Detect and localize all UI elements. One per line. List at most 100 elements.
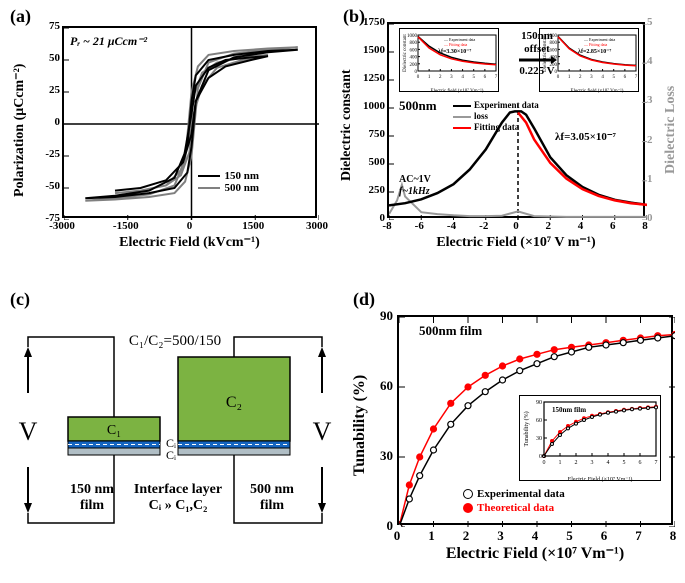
panel-d-chartbox: 500nm film 012345670306090150nm filmTuna…	[397, 315, 673, 525]
panel-b-xlabel: Electric Field (×10⁷ V m⁻¹)	[387, 234, 645, 251]
legend-item: loss	[453, 111, 539, 122]
panel-a-chartbox: Pᵣ ~ 21 μCcm⁻² 150 nm 500 nm	[62, 26, 317, 218]
legend-item: Experiment data	[453, 100, 539, 111]
panel-a-label: (a)	[10, 6, 31, 27]
svg-text:2: 2	[575, 460, 578, 466]
legend-text: Fitting data	[474, 122, 519, 132]
legend-item: 150 nm	[198, 170, 259, 182]
panel-d: (d) Tunability (%) 500nm film 0123456703…	[345, 285, 685, 580]
panel-d-inset: 012345670306090150nm filmTunability (%)E…	[519, 395, 661, 481]
svg-text:Dielectric constant: Dielectric constant	[403, 34, 408, 72]
svg-text:Cᵢ » C₁,C₂: Cᵢ » C₁,C₂	[149, 498, 208, 513]
svg-text:6: 6	[639, 460, 642, 466]
offset-bot: 0.225 V	[517, 65, 557, 77]
panel-c: (c) VVC₁/C₂=500/150C₁C₂CᵢCᵢ150 nmfilm500…	[0, 285, 345, 565]
legend-text: Theoretical data	[477, 502, 554, 514]
svg-text:0: 0	[557, 75, 560, 80]
panel-b-chartbox: 0 1 2 3 4 5 6 7 0 200 400 600 800 1000 λf=3.30×10⁻⁷ Die…	[387, 22, 645, 218]
svg-text:V: V	[19, 417, 38, 446]
svg-text:3: 3	[591, 460, 594, 466]
svg-text:6: 6	[484, 75, 487, 80]
svg-text:200: 200	[410, 63, 418, 68]
svg-text:4: 4	[461, 75, 464, 80]
panel-b: (b) Dielectric constant 0123456702004006…	[335, 0, 685, 260]
svg-text:C₁/C₂=500/150: C₁/C₂=500/150	[129, 333, 221, 349]
svg-text:3: 3	[590, 75, 593, 80]
legend-text: Experiment data	[474, 100, 539, 110]
svg-text:7: 7	[655, 460, 658, 466]
svg-text:— Fitting data: — Fitting data	[583, 42, 608, 47]
panel-b-legend: Experiment data loss Fitting data	[453, 100, 539, 133]
svg-text:Electric Field (×10⁷ Vm⁻¹): Electric Field (×10⁷ Vm⁻¹)	[568, 476, 633, 482]
panel-c-svg: VVC₁/C₂=500/150C₁C₂CᵢCᵢ150 nmfilm500 nmf…	[0, 295, 345, 565]
panel-a-legend: 150 nm 500 nm	[198, 170, 259, 194]
panel-d-label: (d)	[353, 289, 375, 310]
anno-500: 500nm	[399, 98, 437, 114]
inset-d-svg: 012345670306090150nm filmTunability (%)E…	[520, 396, 662, 482]
svg-text:film: film	[80, 498, 104, 513]
legend-item: Theoretical data	[463, 501, 565, 515]
svg-text:1: 1	[428, 75, 431, 80]
svg-text:60: 60	[536, 418, 542, 424]
svg-text:4: 4	[601, 75, 604, 80]
svg-text:Tunability (%): Tunability (%)	[523, 411, 530, 446]
svg-text:0: 0	[539, 454, 542, 460]
panel-b-ylabel-left: Dielectric constant	[339, 30, 355, 220]
panel-a-anno: Pᵣ ~ 21 μCcm⁻²	[70, 34, 147, 49]
svg-text:7: 7	[495, 75, 498, 80]
legend-text: loss	[474, 111, 488, 121]
legend-item: 500 nm	[198, 182, 259, 194]
panel-a-xlabel: Electric Field (kVcm⁻¹)	[62, 234, 317, 251]
anno-ac: AC~1V	[399, 174, 431, 185]
svg-text:Electric field (×10⁷ Vm⁻¹): Electric field (×10⁷ Vm⁻¹)	[571, 88, 624, 93]
svg-text:1: 1	[568, 75, 571, 80]
svg-text:Interface layer: Interface layer	[134, 482, 222, 497]
panel-d-legend: Experimental data Theoretical data	[463, 487, 565, 515]
svg-text:V: V	[313, 417, 332, 446]
svg-text:2: 2	[579, 75, 582, 80]
svg-text:λf=3.30×10⁻⁷: λf=3.30×10⁻⁷	[438, 49, 471, 55]
svg-text:400: 400	[410, 56, 418, 61]
inset-left-svg: 0123456702004006008001000λf=3.30×10⁻⁷Die…	[400, 29, 500, 93]
svg-text:Cᵢ: Cᵢ	[166, 448, 176, 462]
svg-text:6: 6	[624, 75, 627, 80]
legend-item: Fitting data	[453, 122, 539, 133]
svg-text:0: 0	[417, 75, 420, 80]
svg-text:7: 7	[635, 75, 638, 80]
panel-d-xlabel: Electric Field (×10⁷ Vm⁻¹)	[397, 543, 673, 563]
svg-text:150 nm: 150 nm	[70, 482, 114, 497]
svg-text:4: 4	[607, 460, 610, 466]
svg-text:150nm film: 150nm film	[552, 406, 586, 414]
panel-a-svg	[64, 28, 319, 220]
panel-d-ylabel: Tunability (%)	[351, 335, 369, 515]
svg-text:0: 0	[543, 460, 546, 466]
offset-top: 150nm	[517, 30, 557, 42]
svg-text:5: 5	[612, 75, 615, 80]
anno-film-d: 500nm film	[419, 323, 482, 339]
svg-text:λf=2.85×10⁻⁷: λf=2.85×10⁻⁷	[578, 49, 611, 55]
svg-text:C₁: C₁	[107, 423, 121, 438]
svg-text:C₂: C₂	[226, 394, 242, 411]
svg-text:Electric field (×10⁷ Vm⁻¹): Electric field (×10⁷ Vm⁻¹)	[431, 88, 484, 93]
svg-text:30: 30	[536, 436, 542, 442]
svg-text:5: 5	[472, 75, 475, 80]
panel-b-inset-left: 0123456702004006008001000λf=3.30×10⁻⁷Die…	[399, 28, 499, 92]
svg-text:1000: 1000	[407, 34, 418, 39]
svg-text:2: 2	[439, 75, 442, 80]
svg-text:3: 3	[450, 75, 453, 80]
offset-anno: 150nm offset 0.225 V	[517, 30, 557, 77]
svg-text:600: 600	[410, 48, 418, 53]
anno-f: f~1kHz	[399, 186, 430, 197]
svg-text:800: 800	[410, 41, 418, 46]
arrow-icon	[517, 55, 557, 65]
offset-mid: offset	[517, 43, 557, 55]
svg-text:5: 5	[623, 460, 626, 466]
legend-text: 150 nm	[224, 170, 259, 182]
panel-a-ylabel: Polarization (μCcm⁻²)	[12, 40, 28, 220]
svg-text:500 nm: 500 nm	[250, 482, 294, 497]
svg-text:90: 90	[536, 400, 542, 406]
legend-text: Experimental data	[477, 488, 565, 500]
legend-text: 500 nm	[224, 182, 259, 194]
panel-b-ylabel-right: Dielectric Loss	[663, 40, 679, 220]
svg-text:— Fitting data: — Fitting data	[443, 42, 468, 47]
